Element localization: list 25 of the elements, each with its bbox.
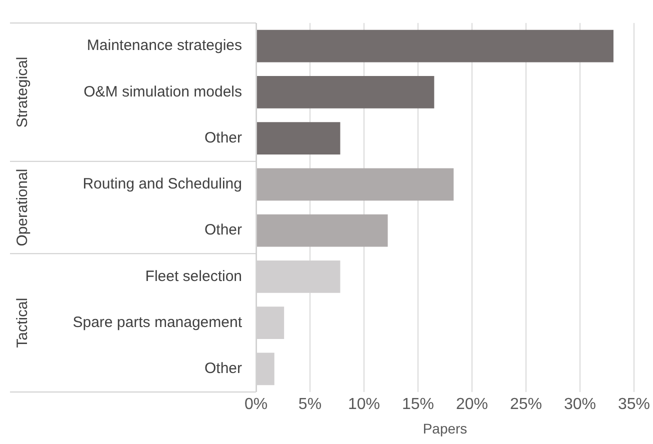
y-tick-label: Maintenance strategies xyxy=(86,37,242,54)
y-tick-label: Other xyxy=(204,360,242,378)
y-tick-label: O&M simulation models xyxy=(84,83,242,100)
text: Strategical xyxy=(14,56,32,128)
x-tick-label: 30% xyxy=(564,396,596,414)
y-tick-label: Routing and Scheduling xyxy=(82,176,242,193)
text: Operational xyxy=(14,168,32,246)
x-axis-title: Papers xyxy=(422,420,468,436)
x-tick-label: 10% xyxy=(348,396,380,414)
y-tick-label: Spare parts management xyxy=(72,314,243,331)
bar xyxy=(256,30,614,62)
y-tick-label: Other xyxy=(204,222,242,239)
bar xyxy=(256,168,454,201)
bar xyxy=(256,214,388,247)
x-tick-label: 20% xyxy=(456,396,488,414)
x-tick-label: 5% xyxy=(298,396,322,414)
y-tick-label: Fleet selection xyxy=(145,268,242,285)
x-tick-label: 0% xyxy=(244,396,268,414)
bar xyxy=(256,76,434,108)
text: Tactical xyxy=(14,298,32,348)
x-tick-label: 25% xyxy=(510,396,542,414)
x-tick-label: 15% xyxy=(402,396,434,414)
bar xyxy=(256,122,340,154)
y-tick-label: Other xyxy=(204,129,242,146)
x-tick-label: 35% xyxy=(618,396,650,414)
